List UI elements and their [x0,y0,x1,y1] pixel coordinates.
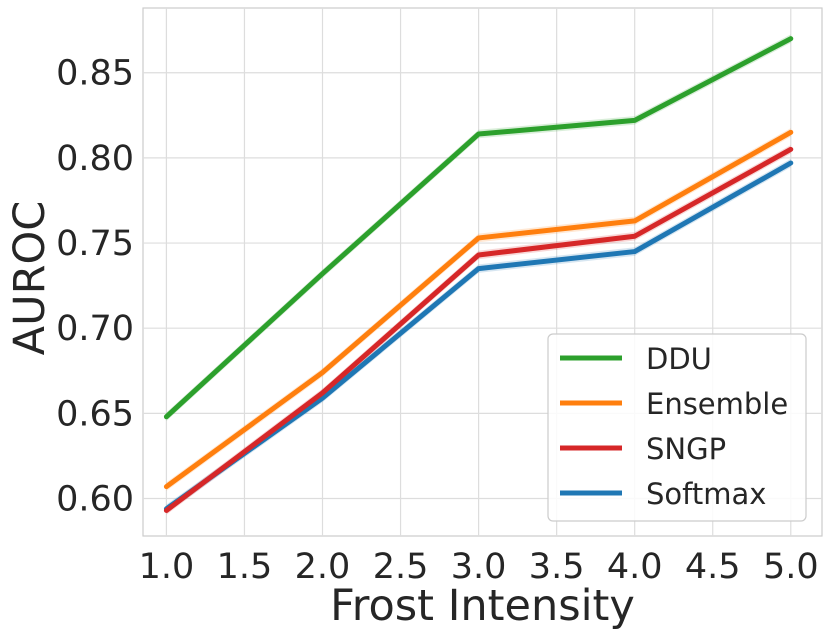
legend-label-ddu: DDU [646,342,712,376]
x-tick-label: 4.0 [607,547,663,587]
line-ensemble [163,129,794,490]
y-tick-label: 0.65 [56,394,134,434]
legend-frame [547,333,807,522]
y-tick-labels: 0.60 0.65 0.70 0.75 0.80 0.85 [56,54,134,520]
x-tick-label: 1.5 [217,547,273,587]
x-tick-labels: 1.0 1.5 2.0 2.5 3.0 3.5 4.0 4.5 5.0 [139,547,819,587]
x-tick-label: 5.0 [763,547,819,587]
x-axis-label: Frost Intensity [330,581,635,631]
legend: DDU Ensemble SNGP Softmax [547,333,807,522]
y-tick-label: 0.80 [56,139,134,179]
line-sngp [163,146,794,513]
legend-label-ensemble: Ensemble [646,387,788,421]
legend-label-softmax: Softmax [646,477,766,511]
y-tick-label: 0.70 [56,309,134,349]
x-tick-label: 3.0 [451,547,507,587]
band-softmax [166,158,791,514]
x-tick-label: 2.0 [295,547,351,587]
legend-label-sngp: SNGP [646,432,726,466]
y-tick-label: 0.75 [56,224,134,264]
line-ddu [163,36,794,420]
y-tick-label: 0.60 [56,480,134,520]
series-lines [163,36,794,513]
x-tick-label: 2.5 [373,547,429,587]
y-axis-label: AUROC [5,201,55,356]
x-tick-label: 4.5 [685,547,741,587]
x-tick-label: 1.0 [139,547,195,587]
x-tick-label: 3.5 [529,547,585,587]
y-tick-label: 0.85 [56,54,134,94]
